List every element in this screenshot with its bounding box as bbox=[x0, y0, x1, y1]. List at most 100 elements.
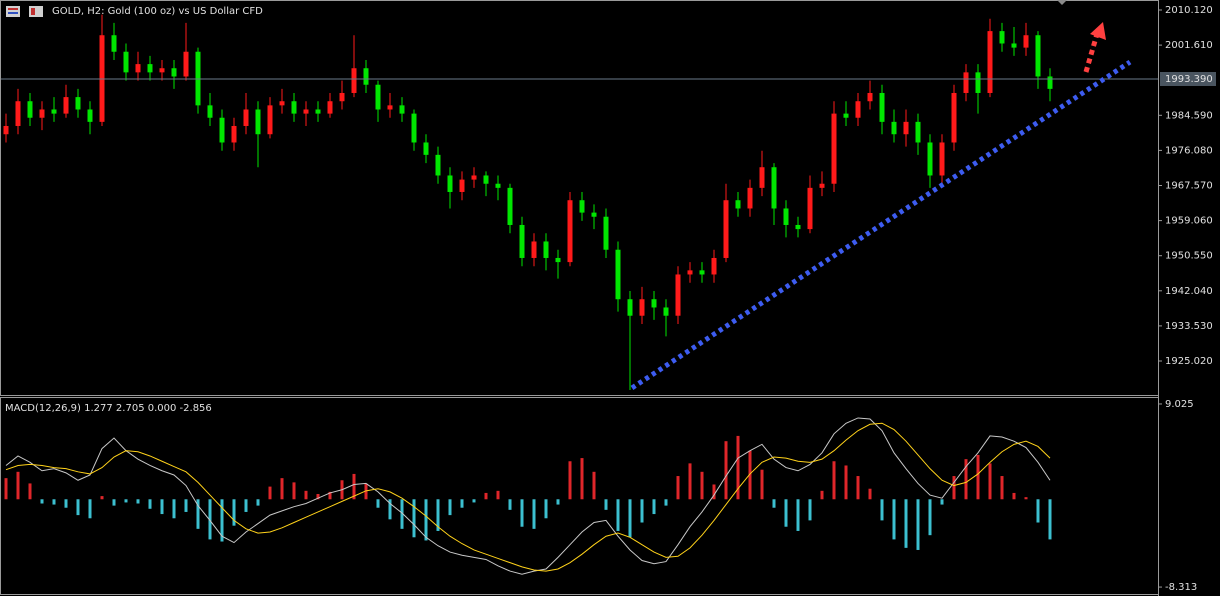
histogram-bar bbox=[244, 499, 248, 512]
histogram-bar bbox=[436, 499, 440, 531]
histogram-bar bbox=[1012, 492, 1016, 500]
candle-body bbox=[663, 307, 669, 316]
y-tick-label: 2010.120 bbox=[1165, 5, 1213, 16]
trend-line bbox=[630, 59, 1132, 390]
histogram-bar bbox=[100, 496, 104, 500]
candle-body bbox=[411, 113, 417, 143]
histogram-bar bbox=[472, 499, 476, 503]
histogram-bar bbox=[76, 499, 80, 516]
candle-body bbox=[159, 68, 165, 73]
candle-body bbox=[543, 241, 549, 258]
candle-body bbox=[831, 113, 837, 184]
candle-body bbox=[219, 117, 225, 143]
candle-body bbox=[939, 142, 945, 176]
histogram-bar bbox=[772, 499, 776, 508]
candle-body bbox=[267, 105, 273, 135]
candle-body bbox=[519, 224, 525, 258]
candle-body bbox=[843, 113, 849, 118]
histogram-bar bbox=[232, 499, 236, 526]
candle-body bbox=[711, 257, 717, 275]
candle-body bbox=[147, 64, 153, 73]
y-tick-label: 1967.570 bbox=[1165, 181, 1213, 192]
histogram-bar bbox=[700, 471, 704, 500]
candle-body bbox=[459, 179, 465, 192]
candle-body bbox=[699, 270, 705, 275]
histogram-bar bbox=[328, 491, 332, 500]
candle-body bbox=[207, 105, 213, 118]
candle-body bbox=[759, 167, 765, 188]
candle-body bbox=[75, 97, 81, 110]
arrow-shaft bbox=[1083, 33, 1100, 73]
histogram-bar bbox=[580, 458, 584, 500]
histogram-bar bbox=[1024, 497, 1028, 500]
histogram-bar bbox=[124, 499, 128, 503]
histogram-bar bbox=[916, 499, 920, 550]
candle-body bbox=[687, 270, 693, 275]
histogram-bar bbox=[1036, 499, 1040, 523]
histogram-bar bbox=[196, 499, 200, 529]
histogram-bar bbox=[544, 499, 548, 519]
candle-body bbox=[855, 101, 861, 118]
histogram-bar bbox=[496, 490, 500, 500]
histogram-bar bbox=[208, 499, 212, 540]
histogram-bar bbox=[172, 499, 176, 519]
y-tick-label: 1984.590 bbox=[1165, 110, 1213, 121]
candle-body bbox=[867, 92, 873, 102]
candle-body bbox=[747, 187, 753, 209]
histogram-bar bbox=[988, 463, 992, 500]
histogram-bar bbox=[556, 499, 560, 505]
candle-body bbox=[531, 241, 537, 258]
histogram-bar bbox=[976, 454, 980, 500]
candle-body bbox=[243, 109, 249, 126]
icon bbox=[8, 8, 18, 10]
candle-body bbox=[123, 51, 129, 73]
candle-body bbox=[675, 274, 681, 316]
icon bbox=[6, 6, 20, 17]
candle-body bbox=[63, 97, 69, 114]
candle-body bbox=[27, 101, 33, 118]
histogram-bar bbox=[148, 499, 152, 509]
candle-body bbox=[651, 299, 657, 308]
candle-body bbox=[807, 187, 813, 230]
histogram-bar bbox=[892, 499, 896, 540]
candle-body bbox=[183, 51, 189, 77]
candle-body bbox=[951, 92, 957, 143]
candle-body bbox=[639, 299, 645, 316]
histogram-bar bbox=[592, 471, 596, 500]
histogram-bar bbox=[112, 499, 116, 506]
histogram-bar bbox=[52, 499, 56, 505]
candle-body bbox=[51, 109, 57, 114]
histogram-bar bbox=[388, 499, 392, 520]
candle-body bbox=[291, 101, 297, 114]
candle-body bbox=[603, 216, 609, 250]
histogram-bar bbox=[808, 499, 812, 521]
candle-body bbox=[903, 121, 909, 135]
candle-body bbox=[1011, 43, 1017, 48]
candle-body bbox=[15, 101, 21, 126]
y-tick-label: 1933.530 bbox=[1165, 321, 1213, 332]
candle-body bbox=[375, 84, 381, 110]
candle-body bbox=[567, 200, 573, 263]
candle-body bbox=[483, 175, 489, 184]
macd-line bbox=[5, 417, 1051, 575]
histogram-bar bbox=[508, 499, 512, 510]
candle-body bbox=[819, 183, 825, 188]
histogram-bar bbox=[868, 488, 872, 500]
y-tick-label: -8.313 bbox=[1165, 582, 1197, 593]
histogram-bar bbox=[220, 499, 224, 542]
candle-body bbox=[87, 109, 93, 122]
candle-body bbox=[423, 142, 429, 155]
candle-body bbox=[135, 64, 141, 73]
indicator-title: MACD(12,26,9) 1.277 2.705 0.000 -2.856 bbox=[5, 403, 212, 414]
histogram-bar bbox=[964, 459, 968, 500]
symbol-icons bbox=[6, 6, 43, 17]
candle-body bbox=[771, 167, 777, 209]
histogram-bar bbox=[412, 499, 416, 538]
signal-line bbox=[5, 422, 1051, 572]
histogram-bar bbox=[760, 469, 764, 500]
candle-body bbox=[471, 175, 477, 180]
candle-body bbox=[507, 187, 513, 225]
candle-body bbox=[351, 68, 357, 93]
histogram-bar bbox=[652, 499, 656, 515]
histogram-bar bbox=[400, 499, 404, 529]
